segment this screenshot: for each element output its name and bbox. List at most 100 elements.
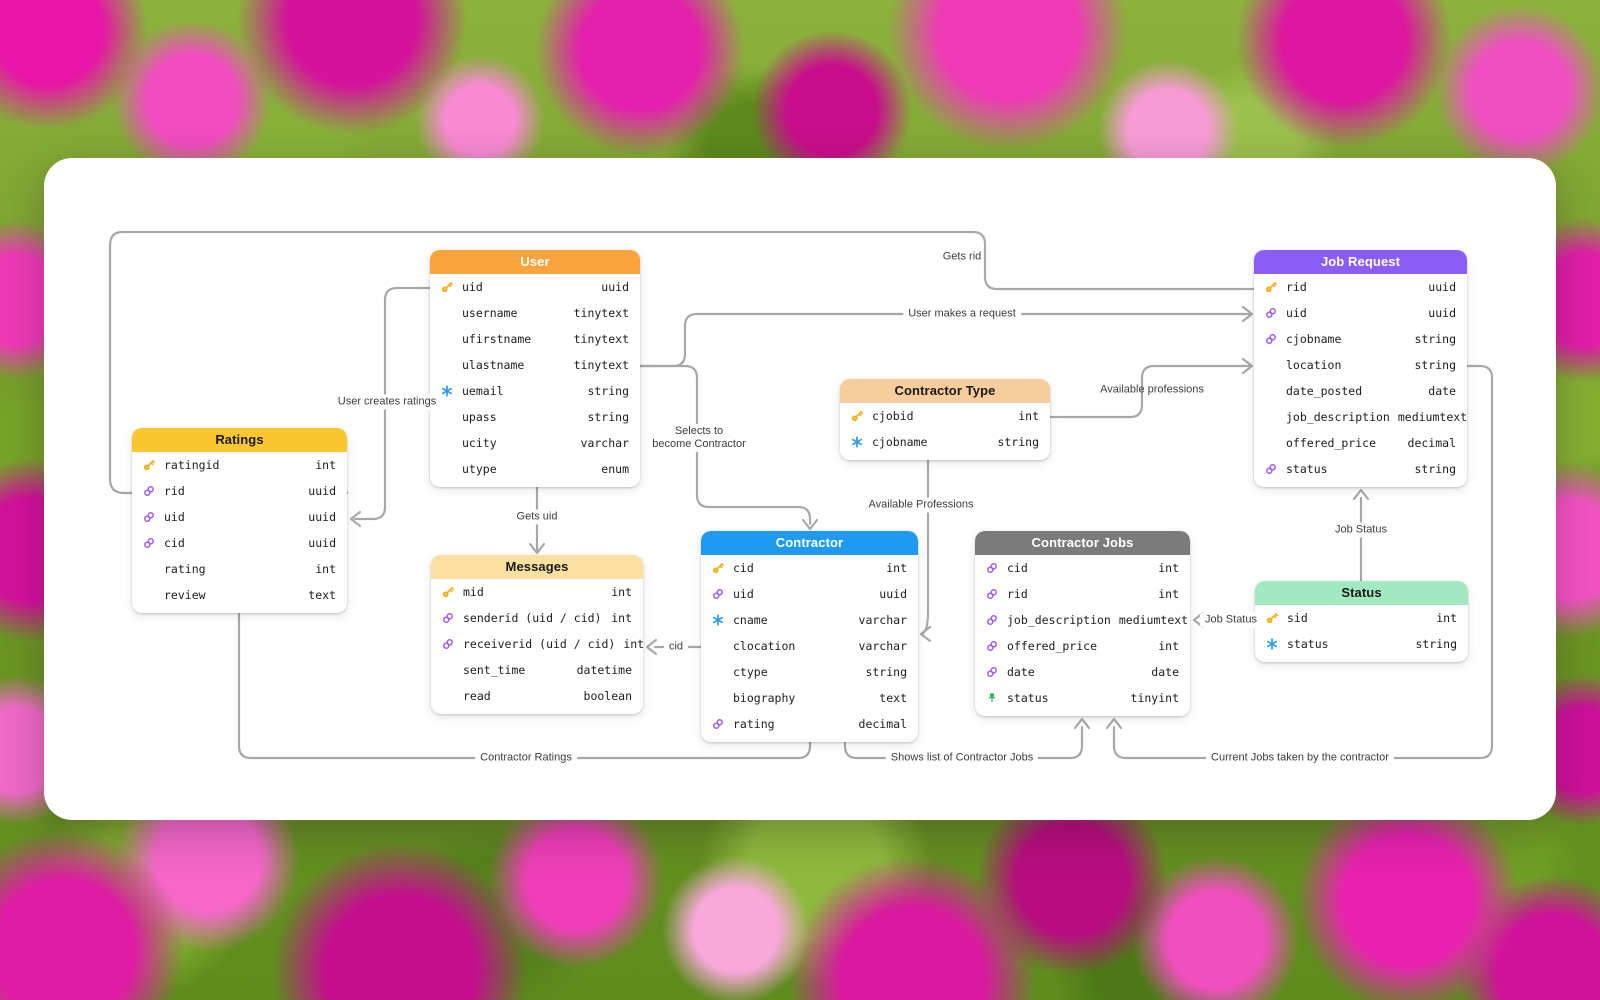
- field-row-job-request-rid[interactable]: rid uuid: [1254, 274, 1467, 300]
- key-icon: [143, 459, 159, 471]
- field-row-messages-senderid-uid-cid[interactable]: senderid (uid / cid) int: [431, 605, 643, 631]
- unique-icon: [441, 385, 457, 397]
- table-status[interactable]: Status sid int status string: [1255, 581, 1468, 662]
- field-row-contractor-cid[interactable]: cid int: [701, 555, 918, 581]
- field-type: decimal: [858, 717, 907, 731]
- table-title-ratings[interactable]: Ratings: [132, 428, 347, 452]
- field-row-ratings-rating[interactable]: rating int: [132, 556, 347, 582]
- field-row-contractor-rating[interactable]: rating decimal: [701, 711, 918, 737]
- field-row-ratings-cid[interactable]: cid uuid: [132, 530, 347, 556]
- field-type: string: [865, 665, 907, 679]
- field-name: read: [463, 689, 491, 703]
- field-row-user-uid[interactable]: uid uuid: [430, 274, 640, 300]
- field-row-job-request-status[interactable]: status string: [1254, 456, 1467, 482]
- field-row-messages-mid[interactable]: mid int: [431, 579, 643, 605]
- field-type: string: [1415, 637, 1457, 651]
- field-type: string: [997, 435, 1039, 449]
- field-row-contractor-jobs-status[interactable]: status tinyint: [975, 685, 1190, 711]
- table-title-contractor-jobs[interactable]: Contractor Jobs: [975, 531, 1190, 555]
- field-name: ratingid: [164, 458, 220, 472]
- field-row-contractor-type-cjobid[interactable]: cjobid int: [840, 403, 1050, 429]
- field-name: cid: [1007, 561, 1028, 575]
- table-job-request[interactable]: Job Request rid uuid uid uuid cjobname string l…: [1254, 250, 1467, 487]
- field-row-job-request-date_posted[interactable]: date_posted date: [1254, 378, 1467, 404]
- table-title-status[interactable]: Status: [1255, 581, 1468, 605]
- field-row-contractor-biography[interactable]: biography text: [701, 685, 918, 711]
- table-messages[interactable]: Messages mid int senderid (uid / cid) int rec…: [431, 555, 644, 714]
- field-name: uid: [164, 510, 185, 524]
- no-icon: [441, 411, 457, 423]
- field-row-ratings-review[interactable]: review text: [132, 582, 347, 608]
- field-row-ratings-ratingid[interactable]: ratingid int: [132, 452, 347, 478]
- field-row-job-request-location[interactable]: location string: [1254, 352, 1467, 378]
- no-icon: [441, 437, 457, 449]
- field-name: sid: [1287, 611, 1308, 625]
- field-type: int: [315, 458, 336, 472]
- connector-label-user-makes-a-request: User makes a request: [903, 306, 1021, 322]
- table-user[interactable]: User uid uuid username tinytext ufirstname tin…: [430, 250, 640, 487]
- field-type: enum: [601, 462, 629, 476]
- field-row-contractor-type-cjobname[interactable]: cjobname string: [840, 429, 1050, 455]
- field-row-contractor-jobs-offered_price[interactable]: offered_price int: [975, 633, 1190, 659]
- field-type: tinyint: [1130, 691, 1179, 705]
- unique-icon: [1266, 638, 1282, 650]
- field-name: status: [1286, 462, 1328, 476]
- foreign-key-icon: [143, 537, 159, 549]
- table-title-job-request[interactable]: Job Request: [1254, 250, 1467, 274]
- foreign-key-icon: [712, 588, 728, 600]
- field-row-messages-sent_time[interactable]: sent_time datetime: [431, 657, 643, 683]
- table-title-user[interactable]: User: [430, 250, 640, 274]
- field-type: int: [1158, 561, 1179, 575]
- field-type: int: [1436, 611, 1457, 625]
- table-ratings[interactable]: Ratings ratingid int rid uuid uid uuid cid uuid r…: [132, 428, 347, 613]
- field-row-user-ufirstname[interactable]: ufirstname tinytext: [430, 326, 640, 352]
- field-row-ratings-rid[interactable]: rid uuid: [132, 478, 347, 504]
- field-row-status-status[interactable]: status string: [1255, 631, 1468, 657]
- table-title-messages[interactable]: Messages: [431, 555, 643, 579]
- field-row-user-ulastname[interactable]: ulastname tinytext: [430, 352, 640, 378]
- table-contractor[interactable]: Contractor cid int uid uuid cname varchar cloca…: [701, 531, 918, 742]
- connector-label-user-creates-ratings: User creates ratings: [332, 394, 442, 410]
- field-row-contractor-jobs-cid[interactable]: cid int: [975, 555, 1190, 581]
- table-contractor-jobs[interactable]: Contractor Jobs cid int rid int job_descripti…: [975, 531, 1190, 716]
- field-name: ctype: [733, 665, 768, 679]
- table-title-contractor-type[interactable]: Contractor Type: [840, 379, 1050, 403]
- field-row-job-request-cjobname[interactable]: cjobname string: [1254, 326, 1467, 352]
- field-row-messages-receiverid-uid-cid[interactable]: receiverid (uid / cid) int: [431, 631, 644, 657]
- field-type: int: [886, 561, 907, 575]
- no-icon: [441, 333, 457, 345]
- no-icon: [1265, 437, 1281, 449]
- field-row-job-request-offered_price[interactable]: offered_price decimal: [1254, 430, 1467, 456]
- no-icon: [442, 664, 458, 676]
- field-row-contractor-jobs-date[interactable]: date date: [975, 659, 1190, 685]
- field-name: offered_price: [1286, 436, 1377, 450]
- field-row-user-ucity[interactable]: ucity varchar: [430, 430, 640, 456]
- connector-label-shows-list-of-contractor-jobs: Shows list of Contractor Jobs: [885, 750, 1039, 766]
- field-row-contractor-jobs-job_description[interactable]: job_description mediumtext: [975, 607, 1190, 633]
- field-row-user-utype[interactable]: utype enum: [430, 456, 640, 482]
- field-row-contractor-clocation[interactable]: clocation varchar: [701, 633, 918, 659]
- field-name: cjobname: [1286, 332, 1342, 346]
- field-name: receiverid (uid / cid): [463, 637, 616, 651]
- field-row-contractor-ctype[interactable]: ctype string: [701, 659, 918, 685]
- field-name: rid: [1007, 587, 1028, 601]
- field-row-user-username[interactable]: username tinytext: [430, 300, 640, 326]
- field-row-ratings-uid[interactable]: uid uuid: [132, 504, 347, 530]
- field-row-contractor-uid[interactable]: uid uuid: [701, 581, 918, 607]
- field-name: rating: [164, 562, 206, 576]
- field-row-messages-read[interactable]: read boolean: [431, 683, 643, 709]
- field-name: username: [462, 306, 518, 320]
- field-name: offered_price: [1007, 639, 1098, 653]
- field-row-job-request-job_description[interactable]: job_description mediumtext: [1254, 404, 1467, 430]
- field-row-user-uemail[interactable]: uemail string: [430, 378, 640, 404]
- table-contractor-type[interactable]: Contractor Type cjobid int cjobname string: [840, 379, 1050, 460]
- field-row-job-request-uid[interactable]: uid uuid: [1254, 300, 1467, 326]
- field-name: mid: [463, 585, 484, 599]
- field-type: string: [1414, 332, 1456, 346]
- field-row-contractor-jobs-rid[interactable]: rid int: [975, 581, 1190, 607]
- table-title-contractor[interactable]: Contractor: [701, 531, 918, 555]
- field-row-user-upass[interactable]: upass string: [430, 404, 640, 430]
- foreign-key-icon: [143, 485, 159, 497]
- field-row-status-sid[interactable]: sid int: [1255, 605, 1468, 631]
- field-row-contractor-cname[interactable]: cname varchar: [701, 607, 918, 633]
